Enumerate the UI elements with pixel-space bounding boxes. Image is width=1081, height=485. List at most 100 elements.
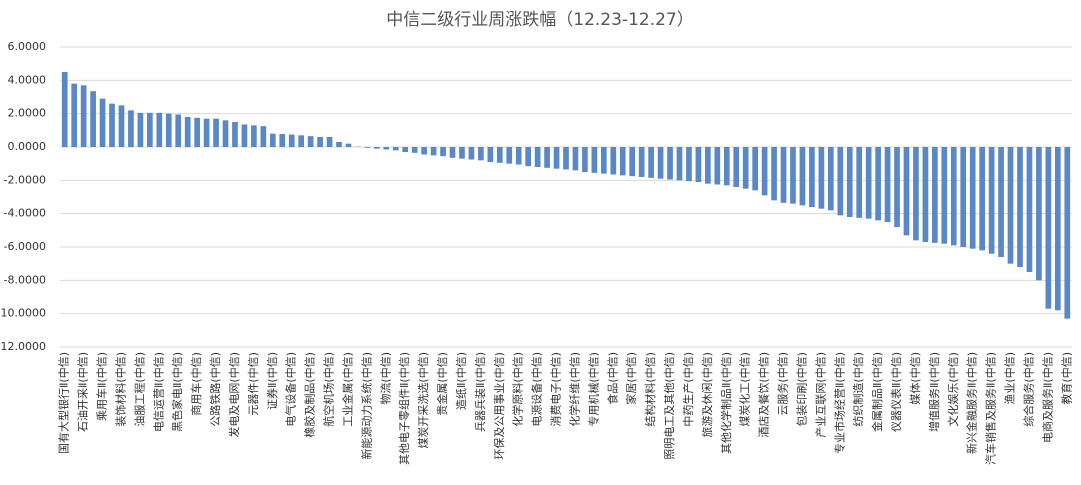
bar bbox=[1017, 147, 1023, 267]
bar bbox=[345, 143, 352, 147]
bar bbox=[998, 147, 1004, 257]
bar bbox=[459, 147, 465, 159]
x-tick-label: 环保及公用事业(中信) bbox=[492, 352, 506, 460]
bar bbox=[913, 147, 919, 241]
x-tick-label: 化学纤维(中信) bbox=[567, 352, 581, 427]
x-tick-label: 物流(中信) bbox=[378, 352, 392, 405]
x-tick-label: 家居(中信) bbox=[624, 352, 638, 405]
y-tick-label: 4.0000 bbox=[8, 73, 47, 86]
bar bbox=[856, 147, 863, 218]
y-tick-label: 2.0000 bbox=[8, 107, 47, 120]
x-tick-label: 消费电子(中信) bbox=[549, 352, 563, 427]
bar bbox=[421, 147, 427, 155]
bar bbox=[667, 147, 673, 180]
y-tick-label: -10.0000 bbox=[0, 307, 46, 320]
y-tick-label: 6.0000 bbox=[8, 40, 47, 53]
bar bbox=[950, 147, 957, 246]
bar bbox=[449, 147, 456, 158]
bar bbox=[232, 122, 238, 147]
bar bbox=[184, 117, 191, 147]
x-tick-label: 国有大型银行Ⅱ(中信) bbox=[57, 352, 71, 454]
bar bbox=[203, 118, 210, 147]
x-tick-label: 照明电工及其他(中信) bbox=[663, 352, 676, 460]
y-tick-label: -2.0000 bbox=[4, 173, 46, 186]
bar bbox=[705, 147, 711, 184]
x-tick-label: 证券Ⅱ(中信) bbox=[265, 352, 279, 410]
x-tick-label: 专用机械(中信) bbox=[586, 352, 600, 427]
bar bbox=[1026, 147, 1033, 272]
bar bbox=[960, 147, 967, 247]
bar bbox=[742, 147, 749, 189]
bar bbox=[761, 147, 768, 196]
bar bbox=[714, 147, 721, 185]
bar bbox=[865, 147, 872, 219]
x-tick-label: 综合服务(中信) bbox=[1021, 352, 1035, 427]
x-tick-label: 兵器兵装Ⅱ(中信) bbox=[474, 352, 487, 432]
bar bbox=[818, 147, 825, 209]
bar bbox=[686, 147, 692, 182]
bar bbox=[1045, 147, 1052, 309]
x-tick-label: 电信运营Ⅱ(中信) bbox=[151, 352, 165, 432]
bar bbox=[553, 147, 560, 169]
x-tick-label: 专业市场经营Ⅱ(中信) bbox=[832, 352, 846, 454]
x-tick-label: 媒体(中信) bbox=[908, 352, 922, 405]
bar bbox=[383, 147, 390, 150]
x-tick-label: 航空机场(中信) bbox=[322, 352, 336, 427]
bar bbox=[988, 147, 995, 254]
x-tick-label: 化学原料(中信) bbox=[511, 352, 525, 427]
bar bbox=[525, 147, 532, 167]
bar bbox=[875, 147, 881, 221]
bar bbox=[544, 147, 550, 168]
x-tick-label: 发电及电网(中信) bbox=[227, 352, 241, 438]
bar bbox=[80, 85, 87, 147]
bar bbox=[799, 147, 806, 206]
x-tick-label: 油服工程(中信) bbox=[132, 352, 146, 427]
bar bbox=[317, 137, 323, 147]
x-tick-label: 金属制品Ⅱ(中信) bbox=[870, 352, 884, 432]
x-tick-label: 云服务(中信) bbox=[777, 352, 790, 416]
bar bbox=[638, 147, 645, 177]
bar bbox=[591, 147, 598, 173]
x-tick-label: 煤炭开采洗选(中信) bbox=[417, 352, 430, 449]
bar bbox=[496, 147, 503, 163]
bar bbox=[374, 147, 380, 149]
bar bbox=[969, 147, 976, 249]
bar bbox=[932, 147, 938, 243]
bar bbox=[610, 147, 617, 175]
x-tick-label: 贵金属(中信) bbox=[435, 352, 449, 416]
chart-title: 中信二级行业周涨跌幅（12.23-12.27） bbox=[386, 10, 693, 30]
bar bbox=[336, 142, 342, 147]
x-tick-label: 产业互联网(中信) bbox=[813, 352, 827, 438]
bar bbox=[213, 118, 219, 147]
x-tick-label: 新能源动力系统(中信) bbox=[359, 352, 373, 460]
y-tick-label: -4.0000 bbox=[4, 207, 46, 220]
bar bbox=[147, 112, 153, 147]
bar bbox=[99, 98, 106, 147]
bar bbox=[515, 147, 522, 165]
x-tick-label: 商用车(中信) bbox=[189, 352, 203, 416]
x-tick-label: 结构材料(中信) bbox=[643, 352, 657, 427]
bar bbox=[430, 147, 437, 156]
bar bbox=[402, 147, 409, 152]
bar bbox=[894, 147, 900, 227]
x-tick-label: 电源设备(中信) bbox=[530, 352, 544, 427]
bar bbox=[771, 147, 777, 201]
bar bbox=[922, 147, 929, 242]
bar bbox=[600, 147, 607, 174]
x-tick-label: 新兴金融服务Ⅱ(中信) bbox=[965, 352, 979, 454]
x-tick-label: 渔业(中信) bbox=[1004, 352, 1017, 405]
bar bbox=[733, 147, 740, 187]
x-tick-label: 旅游及休闲(中信) bbox=[700, 352, 714, 438]
x-tick-label: 乘用车Ⅱ(中信) bbox=[95, 352, 109, 421]
bar bbox=[572, 147, 579, 171]
bar bbox=[629, 147, 636, 177]
bar bbox=[884, 147, 891, 222]
bar bbox=[175, 114, 182, 147]
y-tick-label: 0.0000 bbox=[8, 140, 47, 153]
bar bbox=[648, 147, 654, 178]
bar bbox=[563, 147, 569, 170]
bar bbox=[979, 147, 985, 251]
bar bbox=[109, 103, 115, 147]
x-tick-label: 工业金属(中信) bbox=[340, 352, 354, 427]
